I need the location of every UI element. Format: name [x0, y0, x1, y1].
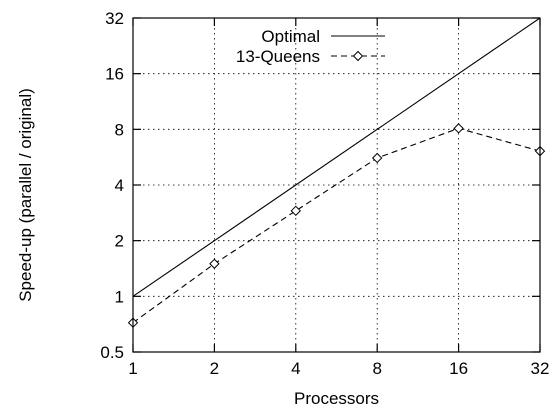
series-13-queens-point — [371, 152, 383, 164]
series-13-queens-point — [290, 205, 302, 217]
y-axis-title: Speed-up (parallel / original) — [16, 88, 35, 302]
x-tick-label: 4 — [291, 359, 300, 378]
series-13-queens-point — [453, 123, 464, 134]
y-tick-label: 0.5 — [100, 343, 124, 362]
y-tick-label: 8 — [115, 120, 124, 139]
legend-label-optimal: Optimal — [261, 27, 320, 46]
y-tick-label: 4 — [115, 176, 124, 195]
y-tick-label: 32 — [105, 9, 124, 28]
x-tick-label: 8 — [372, 359, 381, 378]
y-tick-label: 16 — [105, 65, 124, 84]
x-tick-label: 16 — [449, 359, 468, 378]
series-13-queens-line — [132, 127, 541, 324]
series-13-queens-point — [209, 258, 220, 269]
axis-ticks — [132, 17, 541, 353]
y-tick-label: 2 — [115, 232, 124, 251]
plot-series — [127, 17, 546, 328]
x-tick-label: 32 — [531, 359, 550, 378]
legend-label-13-queens: 13-Queens — [236, 47, 320, 66]
legend-marker-13-queens — [352, 50, 364, 62]
y-tick-label: 1 — [115, 287, 124, 306]
series-optimal-line — [132, 17, 541, 297]
x-tick-label: 1 — [128, 359, 137, 378]
x-tick-label: 2 — [210, 359, 219, 378]
x-axis-title: Processors — [294, 389, 379, 408]
